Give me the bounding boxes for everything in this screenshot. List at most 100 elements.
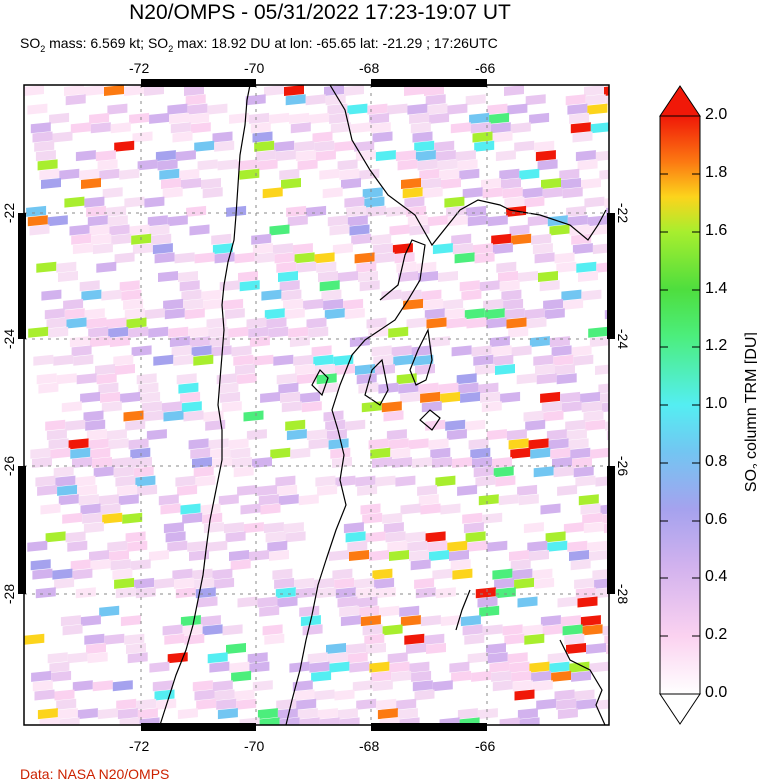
so2-pixel (308, 326, 329, 338)
so2-pixel (332, 243, 353, 255)
so2-pixel (115, 475, 136, 487)
so2-pixel (479, 280, 500, 292)
so2-pixel (47, 652, 68, 664)
lat-label-left: -24 (1, 328, 17, 350)
so2-pixel (519, 168, 540, 180)
so2-pixel (583, 410, 604, 422)
so2-pixel (308, 438, 329, 450)
so2-pixel (48, 438, 69, 450)
so2-pixel (324, 85, 344, 96)
so2-pixel (584, 196, 605, 208)
so2-pixel (288, 326, 309, 338)
so2-pixel (140, 391, 161, 403)
so2-pixel (174, 577, 195, 589)
so2-pixel (576, 261, 597, 273)
so2-pixel (97, 159, 118, 171)
so2-pixel (403, 298, 424, 310)
so2-pixel (489, 336, 510, 348)
so2-pixel (352, 680, 373, 692)
so2-pixel (473, 466, 494, 478)
so2-pixel (561, 178, 581, 189)
so2-pixel (570, 559, 591, 571)
so2-pixel (414, 140, 435, 152)
so2-pixel (335, 364, 355, 375)
so2-pixel (228, 438, 249, 450)
so2-pixel (295, 150, 316, 162)
so2-pixel (98, 494, 119, 506)
so2-pixel (596, 262, 609, 273)
so2-pixel (102, 187, 123, 199)
so2-pixel (370, 122, 391, 134)
so2-pixel (486, 317, 507, 329)
so2-pixel (536, 373, 557, 385)
so2-pixel (427, 540, 448, 552)
so2-pixel (163, 298, 184, 310)
so2-pixel (356, 373, 377, 385)
so2-pixel (319, 168, 340, 180)
so2-pixel (493, 466, 514, 478)
so2-pixel (527, 540, 548, 552)
so2-pixel (574, 689, 595, 701)
so2-pixel (487, 652, 508, 664)
so2-pixel (117, 484, 138, 496)
so2-pixel (116, 698, 137, 710)
so2-pixel (281, 289, 302, 301)
so2-pixel (522, 624, 543, 636)
so2-pixel (424, 633, 445, 645)
so2-pixel (27, 103, 48, 115)
so2-pixel (408, 438, 429, 450)
so2-pixel (383, 522, 404, 534)
so2-pixel (362, 512, 383, 524)
so2-pixel (451, 345, 472, 357)
so2-pixel (511, 233, 532, 245)
so2-pixel (167, 652, 188, 664)
so2-pixel (112, 457, 132, 468)
so2-pixel (549, 224, 570, 236)
so2-pixel (301, 727, 321, 738)
so2-pixel (194, 577, 215, 589)
so2-pixel (218, 382, 239, 394)
so2-pixel (186, 205, 207, 217)
so2-pixel (468, 438, 489, 450)
so2-pixel (149, 550, 169, 561)
so2-pixel (426, 317, 447, 329)
so2-pixel (324, 308, 345, 320)
so2-pixel (354, 252, 375, 264)
so2-pixel (296, 373, 317, 385)
so2-pixel (426, 643, 446, 654)
so2-pixel (429, 112, 450, 124)
so2-pixel (595, 587, 609, 599)
so2-pixel (39, 168, 60, 180)
so2-pixel (89, 336, 110, 348)
so2-pixel (622, 401, 642, 412)
so2-pixel (334, 689, 355, 701)
so2-pixel (345, 531, 366, 543)
lat-label-right: -22 (615, 202, 631, 224)
so2-pixel (335, 475, 356, 487)
so2-pixel (581, 401, 602, 413)
so2-pixel (444, 308, 465, 320)
so2-pixel (554, 252, 575, 264)
so2-pixel (158, 271, 178, 282)
so2-pixel (281, 401, 302, 413)
so2-pixel (606, 430, 609, 441)
so2-pixel (504, 196, 525, 208)
so2-pixel (171, 345, 192, 357)
so2-pixel (325, 419, 346, 431)
so2-pixel (295, 587, 316, 599)
so2-pixel (203, 522, 224, 534)
so2-pixel (502, 187, 523, 199)
data-credit: Data: NASA N20/OMPS (20, 766, 170, 782)
so2-pixel (440, 391, 461, 403)
so2-pixel (311, 345, 332, 357)
so2-pixel (587, 540, 608, 552)
so2-pixel (163, 410, 184, 422)
so2-pixel (307, 652, 328, 664)
so2-pixel (174, 252, 195, 264)
so2-pixel (400, 503, 421, 515)
so2-pixel (392, 243, 413, 255)
so2-pixel (39, 717, 60, 725)
so2-pixel (53, 466, 74, 478)
so2-pixel (229, 661, 250, 673)
so2-pixel (73, 354, 94, 366)
